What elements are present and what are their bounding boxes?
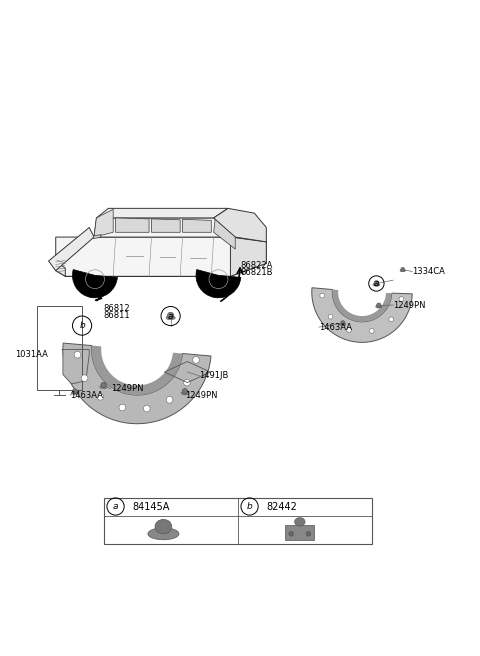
Circle shape xyxy=(166,396,173,403)
Text: a: a xyxy=(168,312,173,321)
Text: 86821B: 86821B xyxy=(240,268,273,276)
Circle shape xyxy=(97,394,104,400)
Polygon shape xyxy=(230,237,266,276)
Text: 1491JB: 1491JB xyxy=(199,371,228,380)
Ellipse shape xyxy=(340,323,346,325)
Circle shape xyxy=(347,327,351,333)
Polygon shape xyxy=(48,228,94,270)
Ellipse shape xyxy=(376,305,382,308)
Text: 86812: 86812 xyxy=(104,304,130,314)
Text: 86811: 86811 xyxy=(104,310,130,319)
Text: a: a xyxy=(113,502,118,511)
Circle shape xyxy=(320,293,324,298)
Circle shape xyxy=(168,312,174,319)
Ellipse shape xyxy=(155,520,172,534)
Ellipse shape xyxy=(373,283,380,286)
Ellipse shape xyxy=(148,528,179,540)
Circle shape xyxy=(101,382,106,388)
Circle shape xyxy=(119,404,126,411)
Circle shape xyxy=(81,375,88,382)
Circle shape xyxy=(389,317,394,321)
Bar xyxy=(104,498,372,544)
Circle shape xyxy=(401,268,405,271)
Text: b: b xyxy=(79,321,85,330)
Text: 84145A: 84145A xyxy=(132,502,170,512)
Polygon shape xyxy=(96,209,228,218)
Circle shape xyxy=(289,531,294,536)
Polygon shape xyxy=(214,219,235,249)
Circle shape xyxy=(182,388,188,394)
Circle shape xyxy=(306,531,311,536)
Circle shape xyxy=(369,329,374,333)
Circle shape xyxy=(374,281,379,285)
Polygon shape xyxy=(63,343,211,424)
Ellipse shape xyxy=(295,518,305,526)
Polygon shape xyxy=(214,209,266,242)
Text: 86822A: 86822A xyxy=(240,261,272,270)
Circle shape xyxy=(72,389,77,394)
Polygon shape xyxy=(152,219,180,232)
Polygon shape xyxy=(94,209,113,237)
Text: 1334CA: 1334CA xyxy=(412,267,445,276)
Polygon shape xyxy=(63,350,89,384)
Bar xyxy=(36,306,82,390)
Ellipse shape xyxy=(181,392,189,395)
Text: 82442: 82442 xyxy=(266,502,297,512)
Polygon shape xyxy=(116,218,149,232)
Polygon shape xyxy=(94,218,235,237)
Wedge shape xyxy=(72,270,118,298)
Circle shape xyxy=(399,297,404,302)
Text: 1249PN: 1249PN xyxy=(393,300,426,310)
Text: 1463AA: 1463AA xyxy=(70,390,103,400)
Circle shape xyxy=(144,405,150,412)
Ellipse shape xyxy=(166,316,175,319)
Ellipse shape xyxy=(400,270,406,272)
Polygon shape xyxy=(56,237,266,276)
Text: b: b xyxy=(247,502,252,511)
Circle shape xyxy=(328,314,333,319)
Ellipse shape xyxy=(100,385,108,388)
Ellipse shape xyxy=(72,392,78,394)
Text: 1249PN: 1249PN xyxy=(111,384,143,394)
Polygon shape xyxy=(312,288,412,342)
Circle shape xyxy=(74,352,81,358)
Text: 1463AA: 1463AA xyxy=(319,323,352,331)
Text: 1031AA: 1031AA xyxy=(15,350,48,359)
Circle shape xyxy=(377,303,381,307)
Polygon shape xyxy=(92,346,182,395)
Text: 1249PN: 1249PN xyxy=(185,390,217,400)
Polygon shape xyxy=(93,235,101,239)
Circle shape xyxy=(341,321,345,325)
Bar xyxy=(286,525,314,539)
Polygon shape xyxy=(182,219,211,232)
Polygon shape xyxy=(56,261,65,276)
Circle shape xyxy=(183,379,190,386)
Wedge shape xyxy=(196,270,241,298)
Text: a: a xyxy=(373,279,379,288)
Circle shape xyxy=(192,357,199,363)
Polygon shape xyxy=(332,289,392,322)
